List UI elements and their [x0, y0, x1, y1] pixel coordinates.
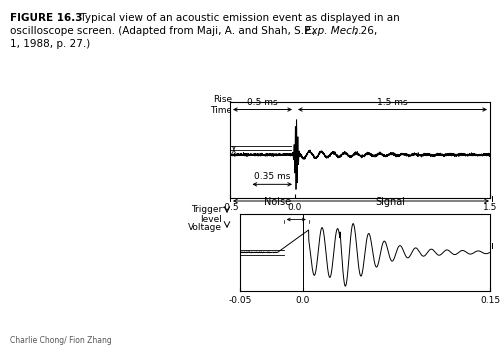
Text: 1, 1988, p. 27.): 1, 1988, p. 27.): [10, 39, 90, 49]
Text: 1.5 ms: 1.5 ms: [377, 98, 408, 107]
Text: oscilloscope screen. (Adapted from Maji, A. and Shah, S.P.,: oscilloscope screen. (Adapted from Maji,…: [10, 26, 319, 36]
Text: Rise
Time: Rise Time: [210, 95, 232, 115]
Text: Charlie Chong/ Fion Zhang: Charlie Chong/ Fion Zhang: [10, 336, 112, 345]
Text: Noise: Noise: [264, 197, 291, 207]
Text: Trigger
level: Trigger level: [191, 205, 222, 225]
Text: , 26,: , 26,: [354, 26, 378, 36]
Text: Exp. Mech.: Exp. Mech.: [305, 26, 362, 36]
Text: 400 points, 0.2 ms: 400 points, 0.2 ms: [320, 228, 412, 238]
Text: FIGURE 16.3: FIGURE 16.3: [10, 13, 83, 23]
Text: 0.35 ms: 0.35 ms: [254, 172, 290, 181]
Text: 4000 points, 2.0 ms: 4000 points, 2.0 ms: [312, 181, 410, 191]
Text: Signal: Signal: [375, 197, 405, 207]
Text: Typical view of an acoustic emission event as displayed in an: Typical view of an acoustic emission eve…: [77, 13, 400, 23]
Text: Voltage: Voltage: [188, 223, 222, 233]
Text: 0.5 ms: 0.5 ms: [247, 98, 278, 107]
